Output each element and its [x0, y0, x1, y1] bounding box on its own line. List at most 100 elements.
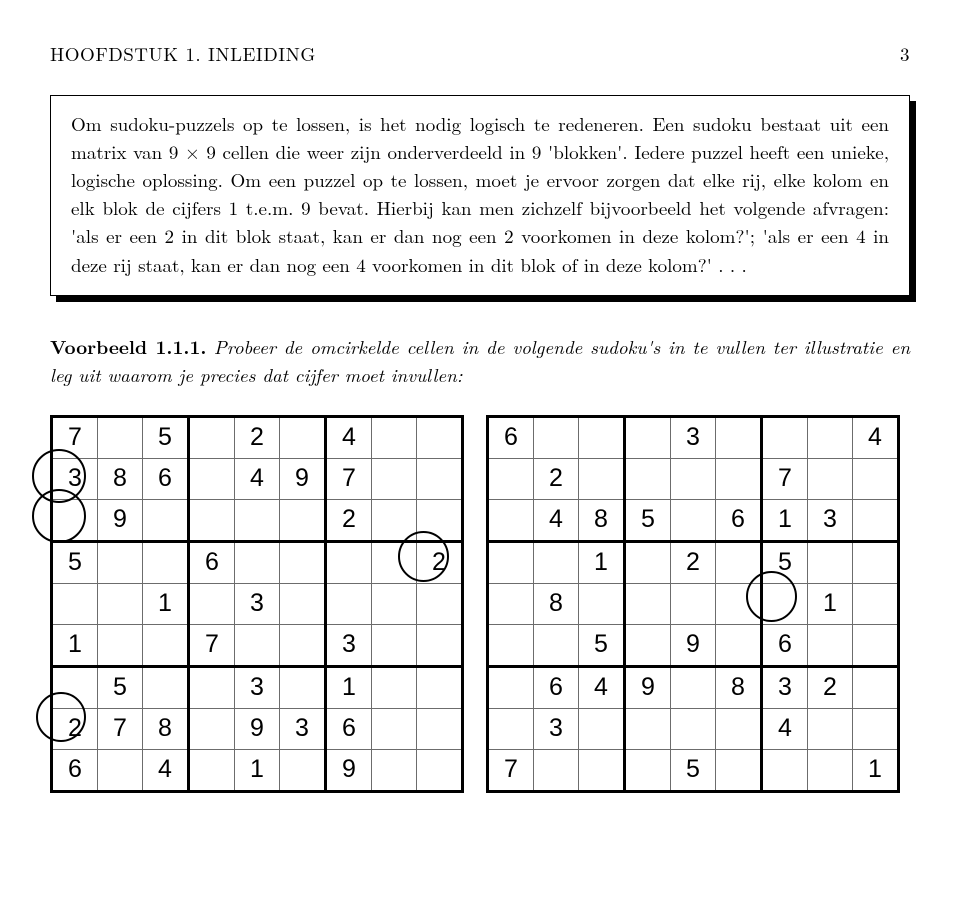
sudoku-cell — [625, 583, 671, 624]
sudoku-cell: 1 — [235, 749, 280, 791]
sudoku-cell — [488, 583, 534, 624]
sudoku-cell: 9 — [625, 666, 671, 708]
sudoku-cell: 3 — [235, 666, 280, 708]
sudoku-cell: 8 — [534, 583, 579, 624]
sudoku-cell — [762, 416, 808, 458]
sudoku-cell: 3 — [808, 499, 853, 541]
sudoku-cell: 9 — [671, 624, 716, 666]
example-label: Voorbeeld 1.1.1. — [50, 332, 206, 360]
sudoku-cell: 1 — [579, 541, 625, 583]
sudoku-cell — [808, 749, 853, 791]
sudoku-cell — [716, 541, 762, 583]
sudoku-cell — [280, 499, 326, 541]
sudoku-cell — [853, 499, 899, 541]
sudoku-cell — [488, 541, 534, 583]
sudoku-cell — [372, 583, 417, 624]
sudoku-cell — [534, 624, 579, 666]
sudoku-cell — [534, 416, 579, 458]
sudoku-cell — [189, 583, 235, 624]
intro-box: Om sudoku-puzzels op te lossen, is het n… — [50, 95, 910, 296]
sudoku-cell — [716, 416, 762, 458]
sudoku-cell — [762, 749, 808, 791]
sudoku-cell — [417, 749, 463, 791]
sudoku-cell: 4 — [143, 749, 189, 791]
sudoku-cell — [417, 416, 463, 458]
sudoku-cell — [235, 624, 280, 666]
sudoku-cell — [280, 749, 326, 791]
sudoku-cell: 8 — [98, 458, 143, 499]
sudoku-cell — [534, 749, 579, 791]
sudoku-cell: 9 — [326, 749, 372, 791]
sudoku-cell — [143, 624, 189, 666]
sudoku-cell: 7 — [98, 708, 143, 749]
sudoku-cell: 7 — [189, 624, 235, 666]
sudoku-cell — [417, 624, 463, 666]
sudoku-cell: 2 — [534, 458, 579, 499]
sudoku-cell: 4 — [762, 708, 808, 749]
sudoku-cell: 3 — [671, 416, 716, 458]
sudoku-cell — [143, 499, 189, 541]
sudoku-cell — [671, 499, 716, 541]
sudoku-cell — [488, 624, 534, 666]
sudoku-cell — [716, 708, 762, 749]
sudoku-cell — [189, 416, 235, 458]
sudoku-cell — [579, 458, 625, 499]
sudoku-grid-1: 752438649792562131735312789366419 — [50, 415, 464, 793]
sudoku-cell — [853, 458, 899, 499]
sudoku-cell — [488, 666, 534, 708]
page-number: 3 — [900, 40, 910, 67]
sudoku-table: 634274856131258159664983234751 — [486, 415, 900, 793]
sudoku-cell: 3 — [326, 624, 372, 666]
sudoku-cell: 3 — [762, 666, 808, 708]
sudoku-cell — [372, 624, 417, 666]
sudoku-cell — [98, 583, 143, 624]
sudoku-cell — [716, 583, 762, 624]
sudoku-cell: 9 — [280, 458, 326, 499]
sudoku-cell: 2 — [671, 541, 716, 583]
sudoku-cell: 7 — [488, 749, 534, 791]
sudoku-cell: 8 — [579, 499, 625, 541]
sudoku-cell — [853, 624, 899, 666]
sudoku-cell — [189, 499, 235, 541]
sudoku-cell — [625, 749, 671, 791]
sudoku-cell: 9 — [235, 708, 280, 749]
sudoku-cell — [579, 749, 625, 791]
sudoku-cell — [579, 708, 625, 749]
sudoku-cell: 1 — [808, 583, 853, 624]
sudoku-cell: 6 — [189, 541, 235, 583]
sudoku-cell: 5 — [52, 541, 98, 583]
sudoku-cell — [808, 541, 853, 583]
sudoku-cell — [579, 416, 625, 458]
sudoku-cell — [417, 499, 463, 541]
sudoku-cell — [671, 458, 716, 499]
sudoku-cell — [671, 666, 716, 708]
sudoku-cell — [534, 541, 579, 583]
sudoku-cell — [372, 666, 417, 708]
sudoku-cell — [372, 541, 417, 583]
sudoku-cell — [853, 708, 899, 749]
sudoku-cell — [625, 416, 671, 458]
sudoku-cell: 2 — [417, 541, 463, 583]
sudoku-cell — [98, 416, 143, 458]
sudoku-cell: 2 — [326, 499, 372, 541]
sudoku-cell: 2 — [52, 708, 98, 749]
sudoku-cell — [189, 749, 235, 791]
sudoku-cell — [372, 749, 417, 791]
sudoku-cell — [372, 458, 417, 499]
sudoku-cell — [280, 541, 326, 583]
sudoku-cell — [143, 666, 189, 708]
sudoku-cell: 6 — [326, 708, 372, 749]
sudoku-cell: 2 — [235, 416, 280, 458]
sudoku-cell: 5 — [671, 749, 716, 791]
sudoku-cell: 1 — [52, 624, 98, 666]
sudoku-cell: 5 — [625, 499, 671, 541]
sudoku-cell — [853, 666, 899, 708]
sudoku-cell — [417, 708, 463, 749]
sudoku-cell: 5 — [98, 666, 143, 708]
sudoku-cell: 8 — [716, 666, 762, 708]
sudoku-cell: 1 — [326, 666, 372, 708]
sudoku-cell — [579, 583, 625, 624]
sudoku-cell — [189, 666, 235, 708]
sudoku-cell: 7 — [52, 416, 98, 458]
sudoku-cell — [488, 458, 534, 499]
